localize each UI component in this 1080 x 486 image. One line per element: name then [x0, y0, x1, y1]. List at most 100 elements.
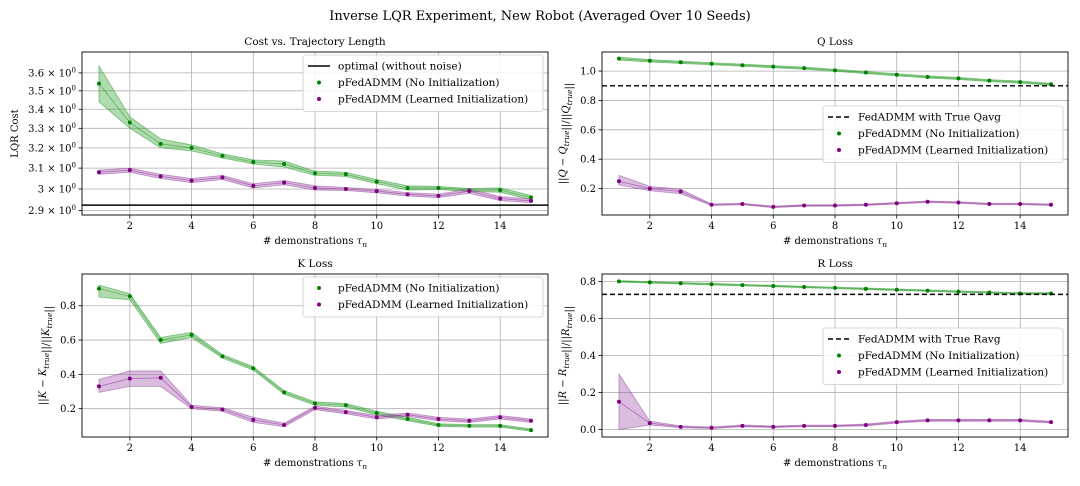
point-no-init — [127, 120, 132, 125]
y-axis-label: ||K − Ktrue||/||Ktrue|| — [38, 306, 55, 405]
x-tick-label: 4 — [708, 443, 714, 454]
point-learned-init — [220, 175, 225, 180]
legend-label: optimal (without noise) — [338, 61, 462, 73]
legend-item: pFedADMM (No Initialization) — [317, 283, 500, 295]
x-tick-label: 2 — [127, 443, 133, 454]
grid — [602, 274, 1068, 437]
point-learned-init — [1049, 202, 1054, 207]
point-learned-init — [282, 422, 287, 427]
point-no-init — [405, 416, 410, 421]
point-no-init — [220, 153, 225, 158]
legend-box — [302, 54, 544, 112]
point-learned-init — [498, 415, 503, 420]
point-no-init — [616, 56, 621, 61]
y-tick-label: 3.2 × 100 — [28, 141, 76, 154]
x-tick-label: 12 — [952, 443, 965, 454]
point-learned-init — [894, 420, 899, 425]
legend-item: pFedADMM (Learned Initialization) — [317, 299, 528, 311]
legend-item: pFedADMM (Learned Initialization) — [837, 145, 1048, 157]
point-no-init — [158, 338, 163, 343]
point-learned-init — [313, 405, 317, 410]
point-learned-init — [251, 183, 256, 188]
chart-r-loss: R Loss 2 4 6 8 10 12 14 0.0 0.2 0.4 0.6 0.8 # demonst… — [558, 258, 1069, 471]
chart-cost: Cost vs. Trajectory Length 2 4 6 8 10 12 14 2.9 … — [10, 36, 549, 249]
point-learned-init — [127, 376, 132, 381]
point-no-init — [282, 390, 287, 395]
point-no-init — [498, 188, 503, 193]
point-no-init — [709, 61, 714, 66]
point-no-init — [189, 332, 194, 337]
x-tick-label: 8 — [832, 221, 838, 232]
legend-marker — [837, 148, 841, 152]
point-no-init — [498, 423, 503, 428]
point-learned-init — [987, 201, 992, 206]
x-axis-label: # demonstrations τn — [263, 236, 367, 249]
plot-area — [602, 56, 1068, 209]
figure-suptitle: Inverse LQR Experiment, New Robot (Avera… — [329, 9, 750, 24]
x-tick-label: 8 — [312, 443, 318, 454]
point-no-init — [282, 162, 287, 167]
point-learned-init — [987, 418, 992, 423]
point-no-init — [313, 401, 317, 406]
legend-label: pFedADMM (Learned Initialization) — [338, 94, 528, 106]
point-learned-init — [282, 180, 287, 185]
point-learned-init — [863, 422, 868, 427]
point-no-init — [833, 68, 837, 73]
point-learned-init — [894, 201, 899, 206]
x-axis-label: # demonstrations τn — [263, 458, 367, 471]
point-learned-init — [802, 423, 807, 428]
x-tick-label: 8 — [832, 443, 838, 454]
legend-marker — [317, 286, 321, 290]
point-learned-init — [374, 189, 379, 194]
point-no-init — [616, 279, 621, 284]
legend-label: pFedADMM (No Initialization) — [858, 128, 1020, 140]
y-tick-label: 0.2 — [60, 404, 76, 415]
point-no-init — [678, 281, 683, 286]
y-tick-label: 3.3 × 100 — [28, 122, 76, 135]
point-learned-init — [616, 179, 621, 184]
chart-k-loss: K Loss 2 4 6 8 10 12 14 0.2 0.4 0.6 0.8 # demonstrat… — [38, 258, 549, 471]
legend-label: pFedADMM (Learned Initialization) — [858, 367, 1048, 379]
legend-item: pFedADMM (No Initialization) — [837, 128, 1020, 140]
point-learned-init — [467, 418, 472, 423]
legend-item: optimal (without noise) — [308, 61, 462, 73]
point-learned-init — [343, 410, 348, 415]
point-no-init — [894, 287, 899, 292]
x-tick-label: 4 — [708, 221, 714, 232]
point-no-init — [740, 63, 745, 68]
point-no-init — [863, 70, 868, 75]
x-tick-label: 12 — [432, 443, 445, 454]
x-axis-label: # demonstrations τn — [783, 236, 887, 249]
legend-item: FedADMM with True Qavg — [828, 112, 1001, 124]
legend-label: pFedADMM (No Initialization) — [338, 77, 500, 89]
y-tick-label: 3.6 × 100 — [28, 66, 76, 79]
legend-label: pFedADMM (No Initialization) — [858, 350, 1020, 362]
point-no-init — [956, 289, 961, 294]
point-learned-init — [529, 418, 534, 423]
point-learned-init — [956, 200, 961, 205]
point-learned-init — [405, 412, 410, 417]
y-tick-label: 0.2 — [580, 184, 596, 195]
y-tick-label: 0.4 — [580, 155, 596, 166]
x-tick-label: 6 — [770, 443, 776, 454]
point-learned-init — [771, 204, 776, 209]
plot-area — [82, 64, 548, 206]
y-tick-label: 0.2 — [580, 388, 596, 399]
x-tick-label: 2 — [647, 221, 653, 232]
legend-label: FedADMM with True Ravg — [858, 334, 1001, 346]
y-tick-label: 0.6 — [60, 336, 76, 347]
legend-marker — [317, 302, 321, 307]
legend-label: pFedADMM (Learned Initialization) — [338, 299, 528, 311]
point-learned-init — [709, 202, 714, 207]
point-learned-init — [925, 418, 930, 423]
point-no-init — [96, 81, 101, 86]
y-tick-label: 0.6 — [580, 125, 596, 136]
point-no-init — [678, 60, 683, 65]
point-no-init — [251, 159, 256, 164]
point-no-init — [436, 185, 441, 190]
point-no-init — [925, 74, 930, 79]
x-tick-label: 10 — [890, 443, 903, 454]
y-tick-label: 0.8 — [580, 277, 596, 288]
chart-q-loss: Q Loss 2 4 6 8 10 12 14 0.2 0.4 0.6 0.8 1.0 # demonst… — [558, 36, 1069, 249]
